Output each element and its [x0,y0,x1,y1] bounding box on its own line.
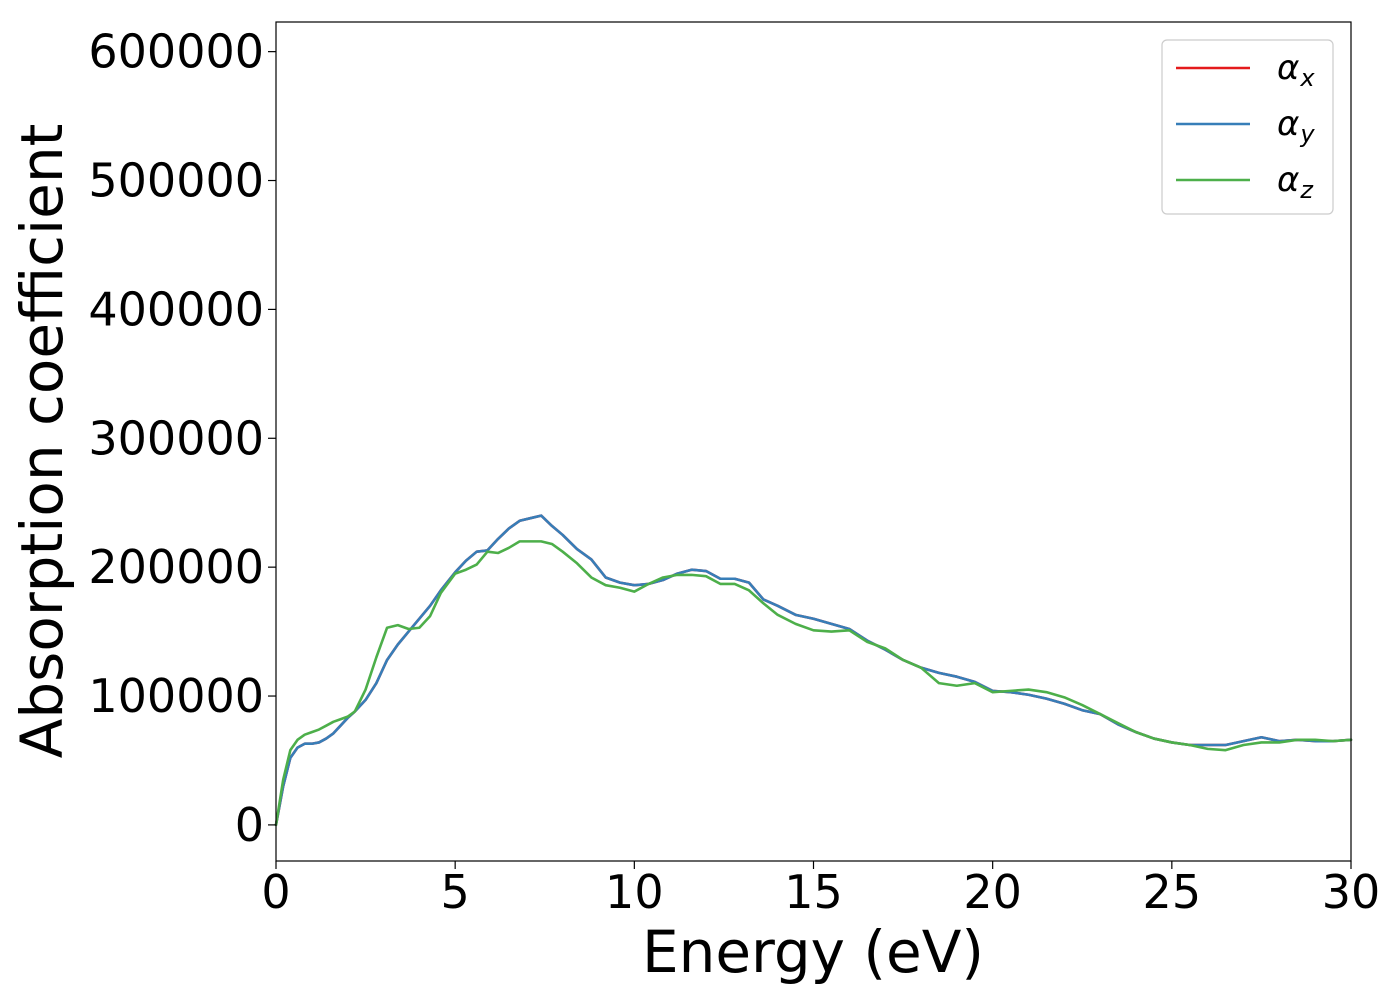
legend-label-x: αx [1277,48,1315,92]
y-tick-label: 400000 [88,282,264,336]
series-layer [274,514,1353,827]
legend-label-y: αy [1277,104,1315,148]
y-tick-label: 500000 [88,154,264,208]
y-axis-ticks: 0 100000 200000 300000 400000 500000 600000 [88,25,276,852]
series-line-z [274,540,1353,827]
x-tick-label: 5 [441,865,470,919]
y-tick-label: 0 [235,798,264,852]
legend-label-subscript: x [1299,64,1315,92]
x-tick-label: 30 [1322,865,1381,919]
x-tick-label: 25 [1143,865,1202,919]
x-tick-label: 20 [963,865,1022,919]
y-tick-label: 100000 [88,669,264,723]
x-axis-label: Energy (eV) [642,918,984,986]
x-tick-label: 0 [261,865,290,919]
y-tick-label: 200000 [88,540,264,594]
y-tick-label: 600000 [88,25,264,79]
x-tick-label: 15 [784,865,843,919]
legend-label-symbol: α [1277,48,1299,88]
legend-label-z: αz [1277,160,1314,204]
x-tick-label: 10 [605,865,664,919]
legend-label-symbol: α [1277,160,1299,200]
y-tick-label: 300000 [88,411,264,465]
legend-label-subscript: y [1299,120,1315,148]
legend-label-subscript: z [1299,176,1314,204]
y-axis-label: Absorption coefficient [8,124,76,759]
legend-label-symbol: α [1277,104,1299,144]
x-axis-ticks: 0 5 10 15 20 25 30 [261,861,1380,919]
legend-frame [1161,39,1334,215]
